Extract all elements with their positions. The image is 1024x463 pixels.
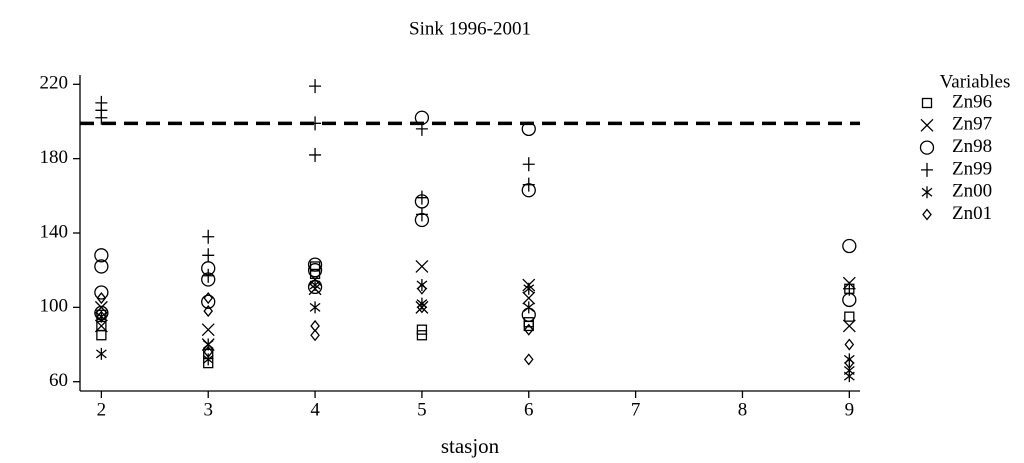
legend-marker: [921, 162, 933, 177]
data-point: [202, 229, 215, 244]
data-point: [307, 263, 323, 278]
data-point: [417, 282, 427, 295]
x-tick-label: 6: [524, 399, 534, 420]
data-point: [522, 157, 535, 172]
data-point: [309, 279, 321, 292]
data-point: [523, 323, 534, 336]
data-point: [94, 259, 109, 274]
legend-title: Variables: [940, 71, 1011, 92]
data-point: [417, 301, 427, 314]
data-point: [843, 281, 856, 296]
data-point: [309, 79, 322, 94]
x-tick-label: 4: [310, 399, 320, 420]
legend-label: Zn99: [952, 158, 992, 179]
data-point: [415, 121, 428, 136]
x-tick-label: 2: [97, 399, 107, 420]
data-point: [843, 364, 855, 377]
legend-marker: [921, 186, 933, 199]
x-tick-label: 5: [417, 399, 427, 420]
data-point: [844, 311, 855, 322]
data-point: [309, 301, 321, 314]
data-point: [201, 323, 215, 337]
data-point: [94, 319, 108, 333]
data-point: [202, 338, 214, 351]
x-tick-label: 3: [203, 399, 213, 420]
x-axis-label: stasjon: [441, 434, 500, 458]
legend-marker: [922, 208, 932, 221]
data-point: [309, 268, 321, 280]
legend-label: Zn98: [952, 136, 992, 157]
data-point: [415, 259, 429, 273]
x-tick-label: 9: [845, 399, 855, 420]
y-tick-label: 100: [40, 296, 69, 317]
data-point: [96, 310, 107, 323]
data-point: [415, 190, 428, 205]
data-point: [96, 330, 107, 341]
data-point: [203, 345, 214, 359]
data-point: [309, 116, 322, 131]
data-point: [95, 110, 108, 125]
data-point: [202, 248, 215, 263]
data-point: [416, 324, 428, 335]
data-point: [310, 319, 320, 332]
data-point: [521, 121, 536, 137]
data-point: [844, 357, 855, 370]
data-point: [203, 305, 214, 318]
data-point: [94, 300, 108, 314]
x-tick-label: 7: [631, 399, 641, 420]
data-point: [522, 291, 536, 305]
legend-label: Zn96: [952, 91, 992, 112]
data-point: [523, 301, 535, 314]
y-tick-label: 180: [40, 147, 69, 168]
data-point: [95, 347, 107, 360]
data-point: [522, 177, 535, 192]
legend-marker: [920, 118, 934, 132]
y-tick-label: 220: [40, 73, 69, 94]
data-point: [309, 147, 322, 162]
data-point: [96, 292, 107, 305]
data-point: [842, 238, 857, 254]
data-point: [523, 317, 534, 328]
data-point: [203, 292, 214, 305]
data-point: [202, 353, 214, 366]
data-point: [94, 248, 109, 263]
legend-label: Zn00: [952, 181, 992, 202]
data-point: [202, 268, 215, 283]
y-tick-label: 60: [49, 370, 68, 391]
data-point: [523, 353, 534, 366]
legend-label: Zn97: [952, 114, 992, 135]
legend-label: Zn01: [952, 203, 992, 224]
data-point: [307, 257, 323, 272]
legend-marker: [921, 97, 933, 109]
data-point: [523, 282, 535, 295]
data-point: [415, 207, 428, 222]
x-tick-label: 8: [738, 399, 748, 420]
data-point: [310, 329, 320, 342]
data-point: [94, 285, 109, 300]
y-tick-label: 140: [40, 221, 69, 242]
chart-title: Sink 1996-2001: [409, 18, 531, 39]
data-point: [842, 319, 856, 333]
data-point: [416, 330, 428, 341]
data-point: [201, 294, 216, 309]
legend-marker: [919, 140, 935, 155]
data-point: [844, 338, 855, 351]
